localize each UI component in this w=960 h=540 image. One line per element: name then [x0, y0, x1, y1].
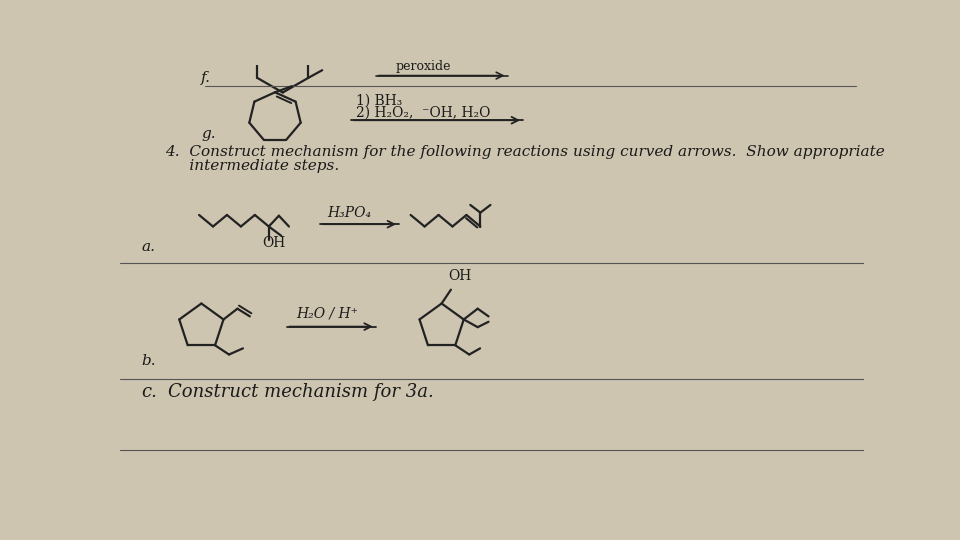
Text: g.: g.	[202, 127, 216, 141]
Text: 2) H₂O₂,  ⁻OH, H₂O: 2) H₂O₂, ⁻OH, H₂O	[356, 105, 491, 119]
Text: c.: c.	[142, 383, 157, 401]
Text: H₂O / H⁺: H₂O / H⁺	[297, 306, 359, 320]
Text: H₃PO₄: H₃PO₄	[327, 206, 372, 220]
Text: peroxide: peroxide	[396, 60, 450, 73]
Text: OH: OH	[447, 269, 471, 284]
Text: a.: a.	[142, 240, 156, 254]
Text: intermediate steps.: intermediate steps.	[165, 159, 339, 172]
Text: 4.  Construct mechanism for the following reactions using curved arrows.  Show a: 4. Construct mechanism for the following…	[165, 145, 885, 159]
Text: b.: b.	[142, 354, 156, 368]
Text: Construct mechanism for 3a.: Construct mechanism for 3a.	[168, 383, 434, 401]
Text: OH: OH	[262, 237, 285, 251]
Text: f.: f.	[202, 71, 211, 85]
Text: 1) BH₃: 1) BH₃	[356, 94, 402, 108]
